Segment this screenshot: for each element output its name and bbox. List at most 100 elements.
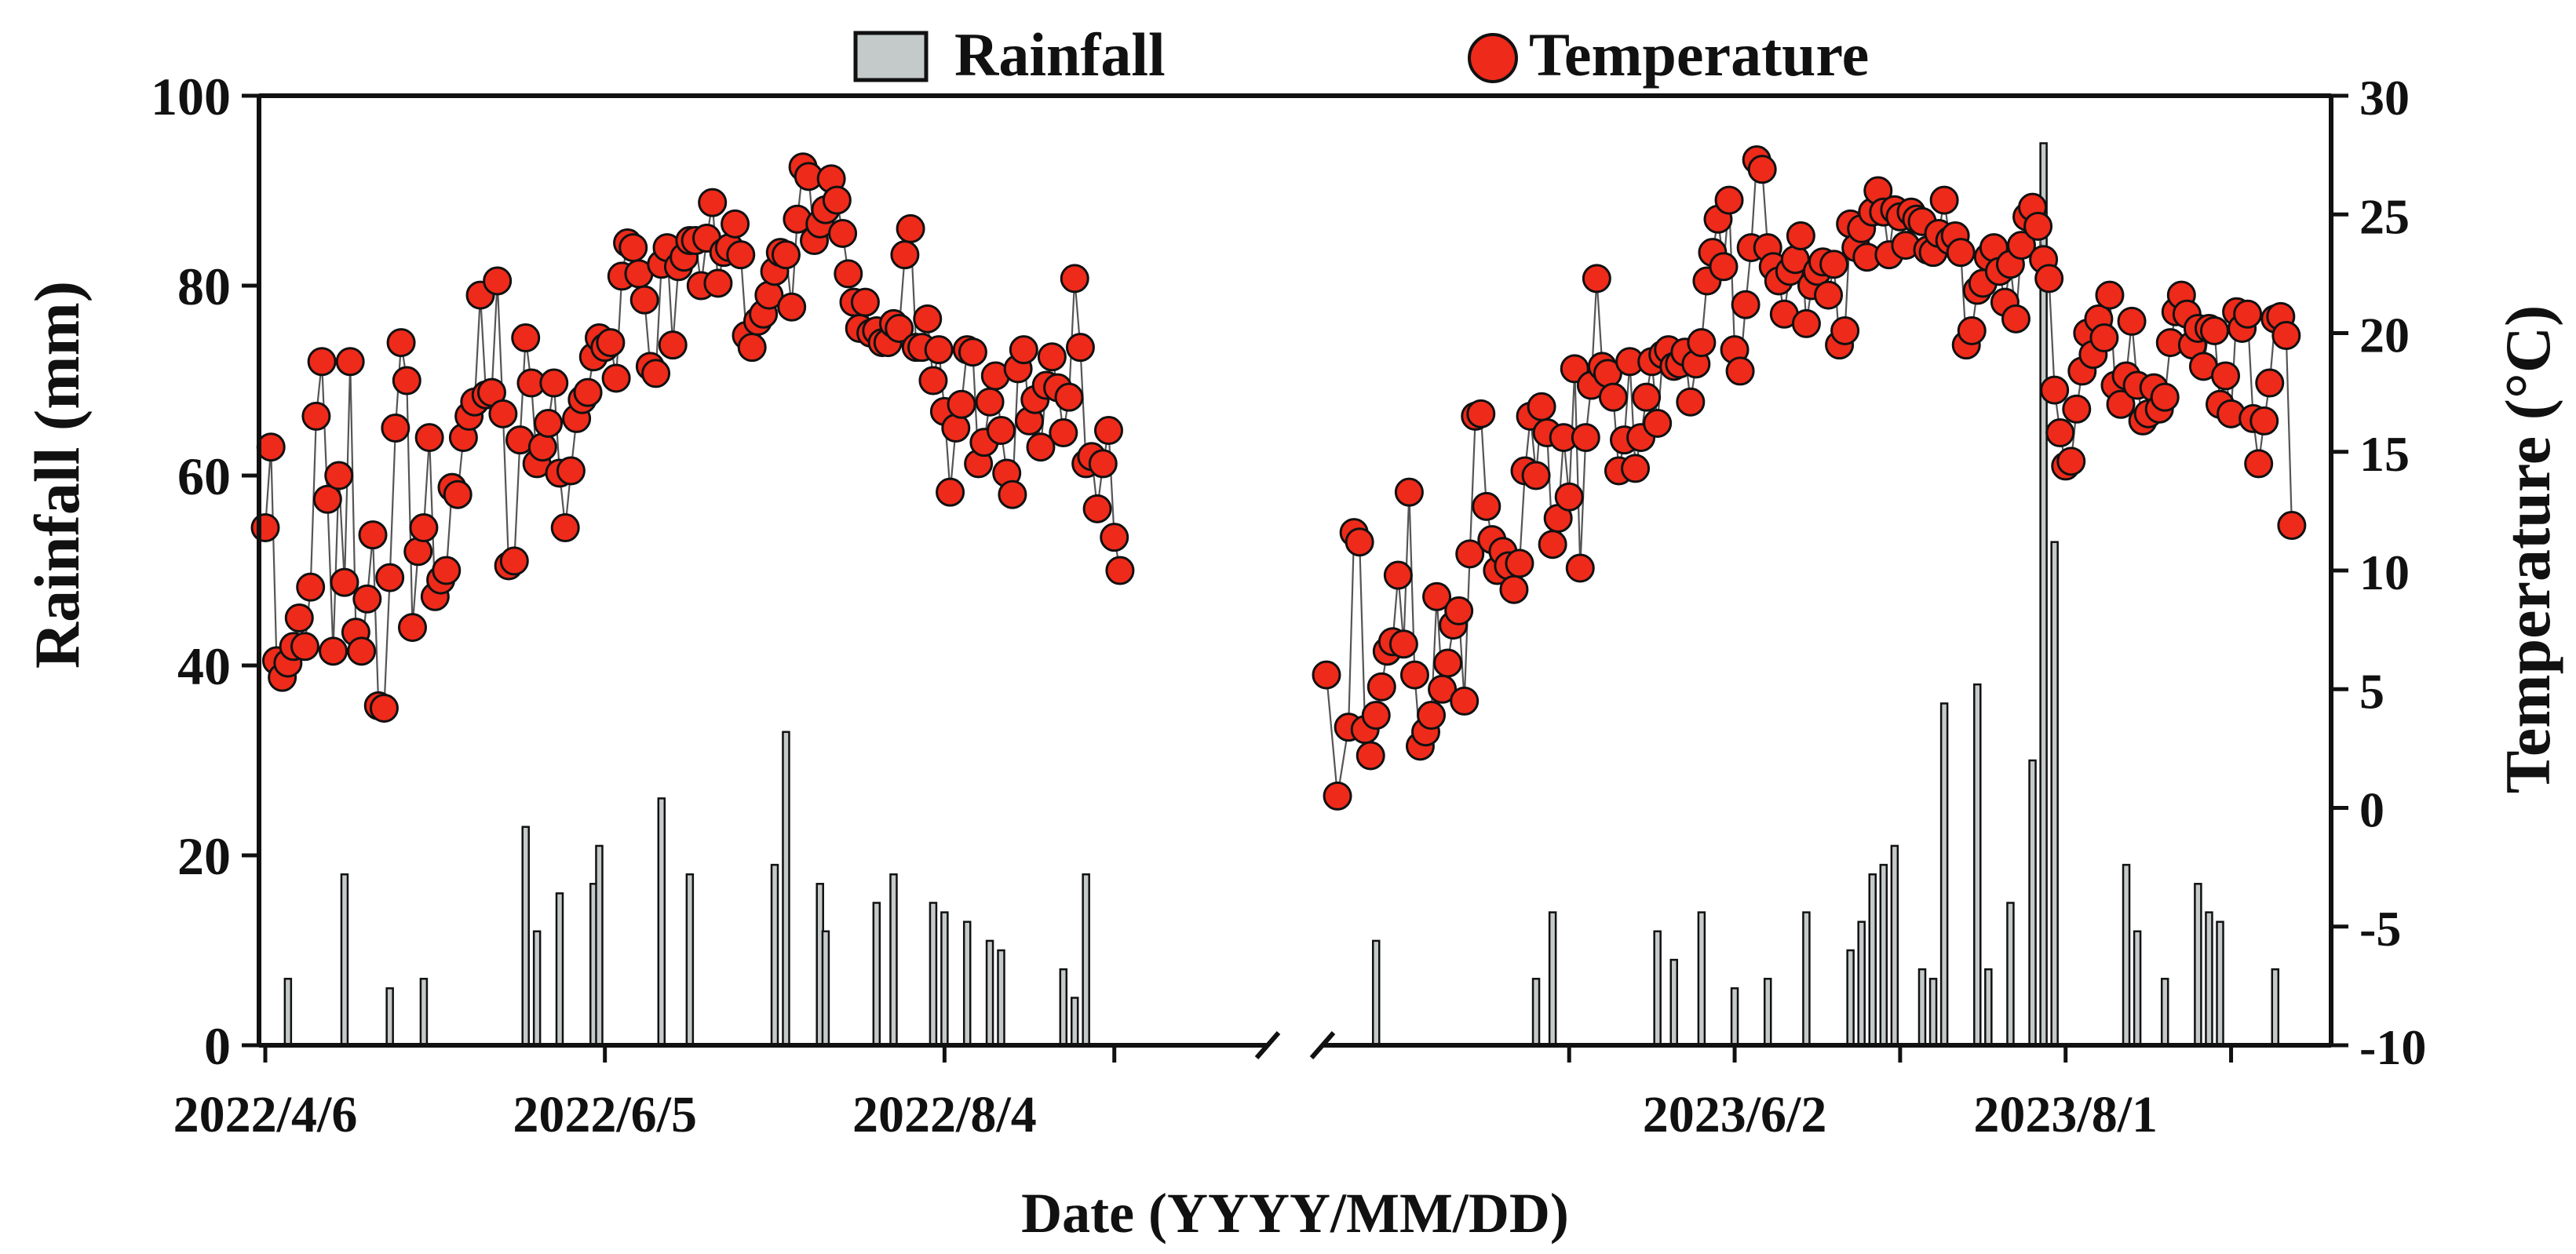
temperature-point	[698, 188, 728, 217]
temperature-point	[777, 292, 807, 322]
rainfall-bar	[419, 978, 429, 1047]
y-tick-left-label: 40	[177, 636, 231, 696]
temperature-point	[1417, 701, 1447, 731]
temperature-point	[601, 363, 631, 393]
temperature-point	[1819, 250, 1849, 279]
rainfall-bar	[1879, 863, 1888, 1047]
temperature-point	[703, 268, 733, 298]
temperature-point	[975, 387, 1005, 417]
temperature-point	[1538, 530, 1567, 560]
temperature-point	[958, 337, 987, 367]
rainfall-bar	[2271, 968, 2280, 1047]
temperature-point	[2117, 306, 2147, 336]
legend-temperature-label: Temperature	[1529, 20, 1869, 89]
temperature-point	[618, 233, 648, 263]
y-tick-left-label: 60	[177, 447, 231, 506]
temperature-point	[409, 513, 439, 543]
temperature-point	[1791, 308, 1821, 338]
temperature-point	[658, 330, 688, 360]
temperature-point	[2062, 394, 2092, 424]
temperature-point	[1082, 494, 1112, 523]
temperature-point	[596, 328, 626, 358]
temperature-point	[358, 520, 388, 550]
y-tick-right-label: 30	[2359, 70, 2410, 126]
temperature-point	[2244, 449, 2274, 479]
rainfall-bar	[2006, 902, 2015, 1047]
temperature-point	[1356, 741, 1385, 771]
temperature-point	[1709, 252, 1739, 282]
rainfall-bar	[1531, 978, 1541, 1047]
temperature-point	[1422, 581, 1452, 611]
temperature-point	[1598, 382, 1628, 412]
temperature-point	[2023, 211, 2053, 241]
y-tick-left-label: 80	[177, 257, 231, 316]
temperature-point	[629, 285, 659, 315]
temperature-point	[726, 240, 756, 270]
temperature-point	[319, 636, 348, 666]
temperature-point	[2034, 264, 2064, 293]
temperature-point	[1499, 574, 1529, 604]
temperature-point	[527, 432, 557, 462]
x-tick-label: 2023/6/2	[1643, 1086, 1827, 1143]
rainfall-bar	[2050, 541, 2059, 1047]
temperature-point	[1361, 701, 1391, 731]
temperature-point	[947, 389, 976, 419]
temperature-point	[771, 240, 801, 270]
rainfall-bar	[1548, 911, 1557, 1047]
y-tick-left-label: 0	[204, 1016, 231, 1076]
temperature-point	[1049, 418, 1078, 448]
rainfall-bar	[1669, 958, 1678, 1047]
rainfall-bar	[940, 911, 949, 1047]
temperature-point	[641, 359, 671, 388]
y-tick-right-label: 10	[2359, 545, 2410, 600]
temperature-point	[2089, 323, 2119, 353]
rainfall-bar	[532, 930, 542, 1047]
temperature-point	[301, 401, 331, 431]
temperature-point	[1399, 660, 1429, 690]
temperature-point	[250, 513, 280, 543]
temperature-point	[443, 479, 473, 509]
temperature-point	[550, 513, 580, 543]
temperature-point	[556, 456, 586, 486]
rainfall-bar	[2194, 883, 2202, 1047]
rainfall-bar	[997, 949, 1005, 1047]
temperature-point	[2040, 375, 2070, 405]
temperature-point	[1929, 185, 1959, 215]
temperature-point	[335, 347, 365, 377]
y-axis-left-label: Rainfall (mm)	[21, 281, 93, 669]
x-axis-label: Date (YYYY/MM/DD)	[1021, 1182, 1569, 1245]
temperature-point	[499, 546, 529, 576]
legend-rainfall-swatch	[853, 31, 929, 82]
rainfall-bar	[1653, 930, 1662, 1047]
temperature-point	[284, 603, 314, 632]
rainfall-bar	[2205, 911, 2213, 1047]
rainfall-bar	[2133, 930, 2142, 1047]
temperature-point	[539, 368, 569, 398]
rainfall-bar	[595, 844, 604, 1047]
legend-temperature-marker	[1468, 33, 1518, 83]
axes: 2022/4/6 2022/6/5 2022/8/4 2023/6/2 2023/8/1…	[151, 67, 2426, 1143]
temperature-point	[1100, 523, 1129, 552]
temperature-point	[432, 556, 462, 585]
rainfall-bars	[283, 142, 2280, 1047]
temperature-point	[918, 366, 948, 396]
rainfall-bar	[1890, 844, 1899, 1047]
rainfall-bar	[2122, 863, 2131, 1047]
temperature-point	[488, 399, 518, 428]
temperature-point	[1450, 686, 1480, 716]
temperature-point	[2233, 299, 2263, 329]
rainfall-bar	[1070, 997, 1079, 1047]
temperature-point	[1466, 399, 1496, 428]
temperature-point	[1088, 449, 1118, 479]
rainfall-bar	[385, 987, 394, 1047]
temperature-point	[2199, 315, 2229, 345]
rainfall-bar	[1802, 911, 1811, 1047]
temperature-point	[573, 377, 603, 407]
temperature-point	[737, 333, 767, 363]
rainfall-bar	[962, 920, 972, 1047]
temperature-point	[1676, 387, 1706, 417]
temperature-point	[511, 323, 541, 353]
y-tick-right-label: 25	[2359, 188, 2410, 244]
temperature-point	[483, 266, 513, 296]
